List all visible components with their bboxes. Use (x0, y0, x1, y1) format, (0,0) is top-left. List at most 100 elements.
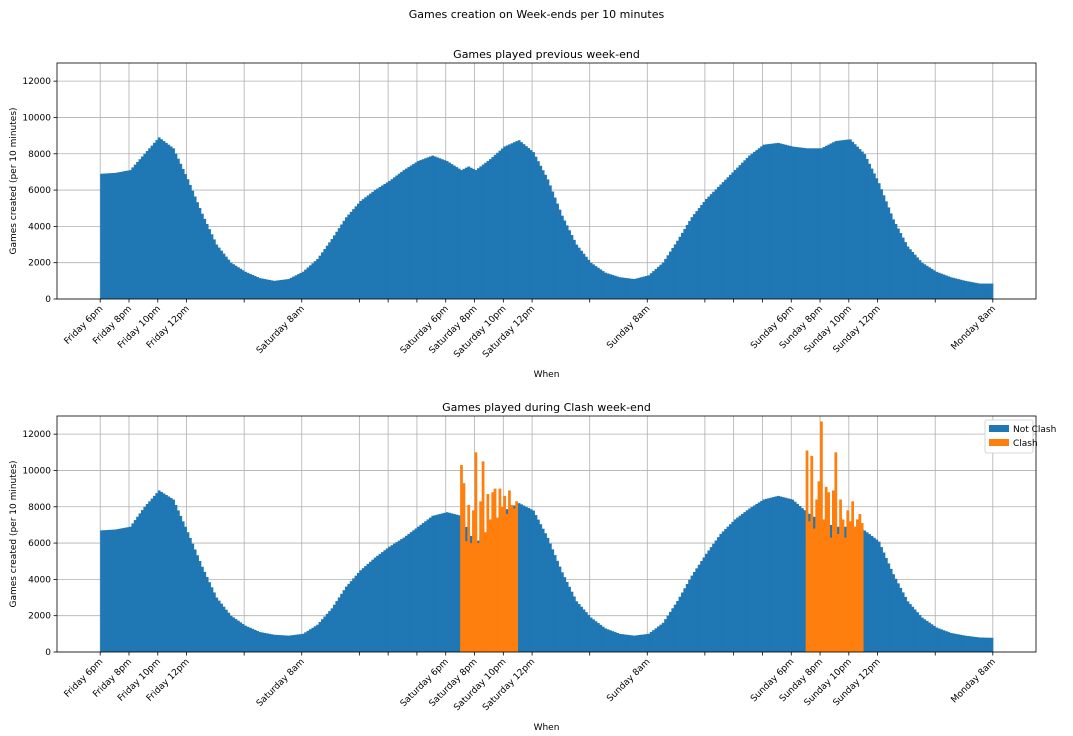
bar (942, 630, 946, 652)
bar (724, 179, 727, 299)
bar (868, 534, 871, 652)
bar (728, 174, 732, 299)
bar (181, 168, 185, 299)
bar (448, 512, 451, 652)
x-tick-label: Saturday 6pm (399, 304, 451, 356)
bar (457, 168, 461, 299)
bar (848, 139, 852, 299)
bar (635, 635, 639, 652)
bar (263, 279, 267, 299)
bar (700, 561, 703, 652)
bar (222, 253, 226, 299)
bar (894, 578, 898, 652)
bar (978, 283, 982, 299)
y-tick-label: 12000 (22, 430, 51, 440)
bar (623, 277, 627, 299)
bar (978, 637, 982, 652)
bar (524, 506, 528, 652)
bar (906, 246, 910, 299)
legend-swatch (989, 425, 1009, 432)
bar (584, 256, 588, 299)
x-tick-label: Sunday 8am (605, 657, 652, 704)
bar (748, 508, 751, 652)
x-tick-label: Saturday 6pm (399, 657, 451, 709)
bar (517, 503, 521, 652)
bar (940, 273, 943, 299)
bar (582, 609, 586, 652)
bar (863, 530, 867, 652)
bar (815, 148, 819, 299)
bar (419, 524, 423, 652)
y-tick-label: 0 (45, 648, 51, 658)
bar (755, 503, 759, 652)
bar (892, 219, 895, 299)
bar (731, 172, 735, 299)
bar (916, 612, 919, 652)
bar (848, 521, 852, 652)
bar (114, 529, 118, 652)
bar (476, 543, 480, 652)
bar (637, 277, 641, 299)
bar (522, 505, 526, 652)
y-axis-label: Games created (per 10 minutes) (9, 460, 19, 607)
bar (774, 143, 778, 299)
bar (700, 205, 703, 299)
bar (452, 514, 456, 652)
bar (971, 636, 975, 652)
bar (923, 619, 927, 652)
bar (316, 259, 319, 299)
bar (472, 168, 475, 299)
bar (503, 495, 507, 652)
bar (143, 153, 147, 299)
bar (606, 273, 610, 299)
bar (179, 163, 183, 299)
bar (865, 158, 869, 299)
bar (961, 635, 965, 652)
bar (515, 501, 519, 652)
bar (810, 455, 814, 652)
bar (740, 513, 744, 652)
bar (116, 172, 120, 299)
bar (589, 617, 593, 652)
bar (728, 524, 732, 652)
x-axis-label: When (534, 723, 560, 733)
x-tick-label: Saturday 10pm (452, 657, 508, 713)
bar (498, 150, 502, 299)
bar (611, 274, 615, 299)
bar (200, 213, 204, 299)
bar (724, 529, 727, 652)
bar (493, 154, 497, 299)
bar (520, 142, 523, 299)
bar (839, 499, 842, 652)
bar (229, 615, 233, 652)
plot-frame (56, 415, 1037, 653)
bar (628, 278, 631, 299)
bar (884, 557, 888, 652)
bar (952, 277, 955, 299)
bar (911, 606, 915, 652)
bar (949, 632, 953, 652)
bar (726, 526, 730, 652)
bar (587, 614, 591, 652)
bar (745, 157, 749, 299)
bar (652, 271, 655, 299)
bar (258, 632, 262, 652)
bar (853, 526, 857, 652)
bar (947, 276, 951, 299)
bar (361, 199, 365, 299)
bar (932, 270, 936, 299)
bar (532, 152, 535, 299)
y-tick-label: 4000 (28, 575, 51, 585)
bar (908, 249, 912, 299)
bar (157, 137, 161, 299)
bar (445, 161, 449, 299)
bar (102, 173, 106, 299)
x-axis-label: When (534, 370, 560, 380)
bar (714, 189, 718, 299)
bar (678, 596, 682, 652)
bar (678, 236, 682, 299)
bar (272, 634, 276, 652)
bar (488, 519, 492, 652)
bar (702, 557, 706, 652)
